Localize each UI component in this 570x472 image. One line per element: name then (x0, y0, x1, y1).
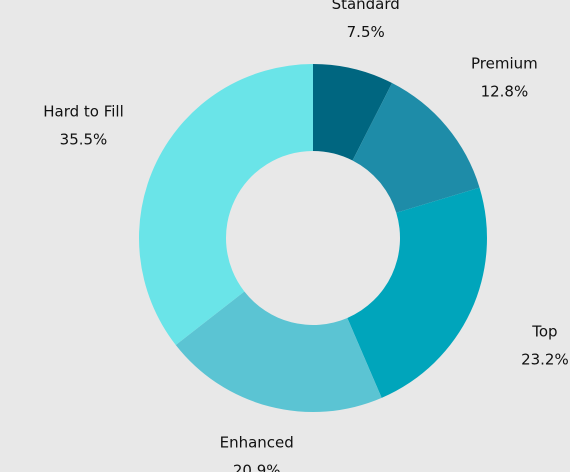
slice-value: 20.9% (233, 462, 281, 472)
donut-slice (313, 64, 393, 161)
donut-slice (347, 187, 487, 398)
donut-slice (175, 291, 382, 412)
slice-label: Hard to Fill (43, 102, 124, 120)
slice-value: 12.8% (481, 82, 529, 100)
donut-slice (352, 83, 480, 213)
slice-value: 23.2% (521, 350, 569, 368)
slice-label: Enhanced (220, 434, 294, 452)
slice-value: 7.5% (347, 23, 385, 41)
slice-label: Premium (471, 54, 538, 72)
slice-label: Standard (332, 0, 400, 13)
donut-slice (139, 64, 313, 345)
slice-value: 35.5% (60, 130, 108, 148)
slice-label: Top (531, 322, 557, 340)
